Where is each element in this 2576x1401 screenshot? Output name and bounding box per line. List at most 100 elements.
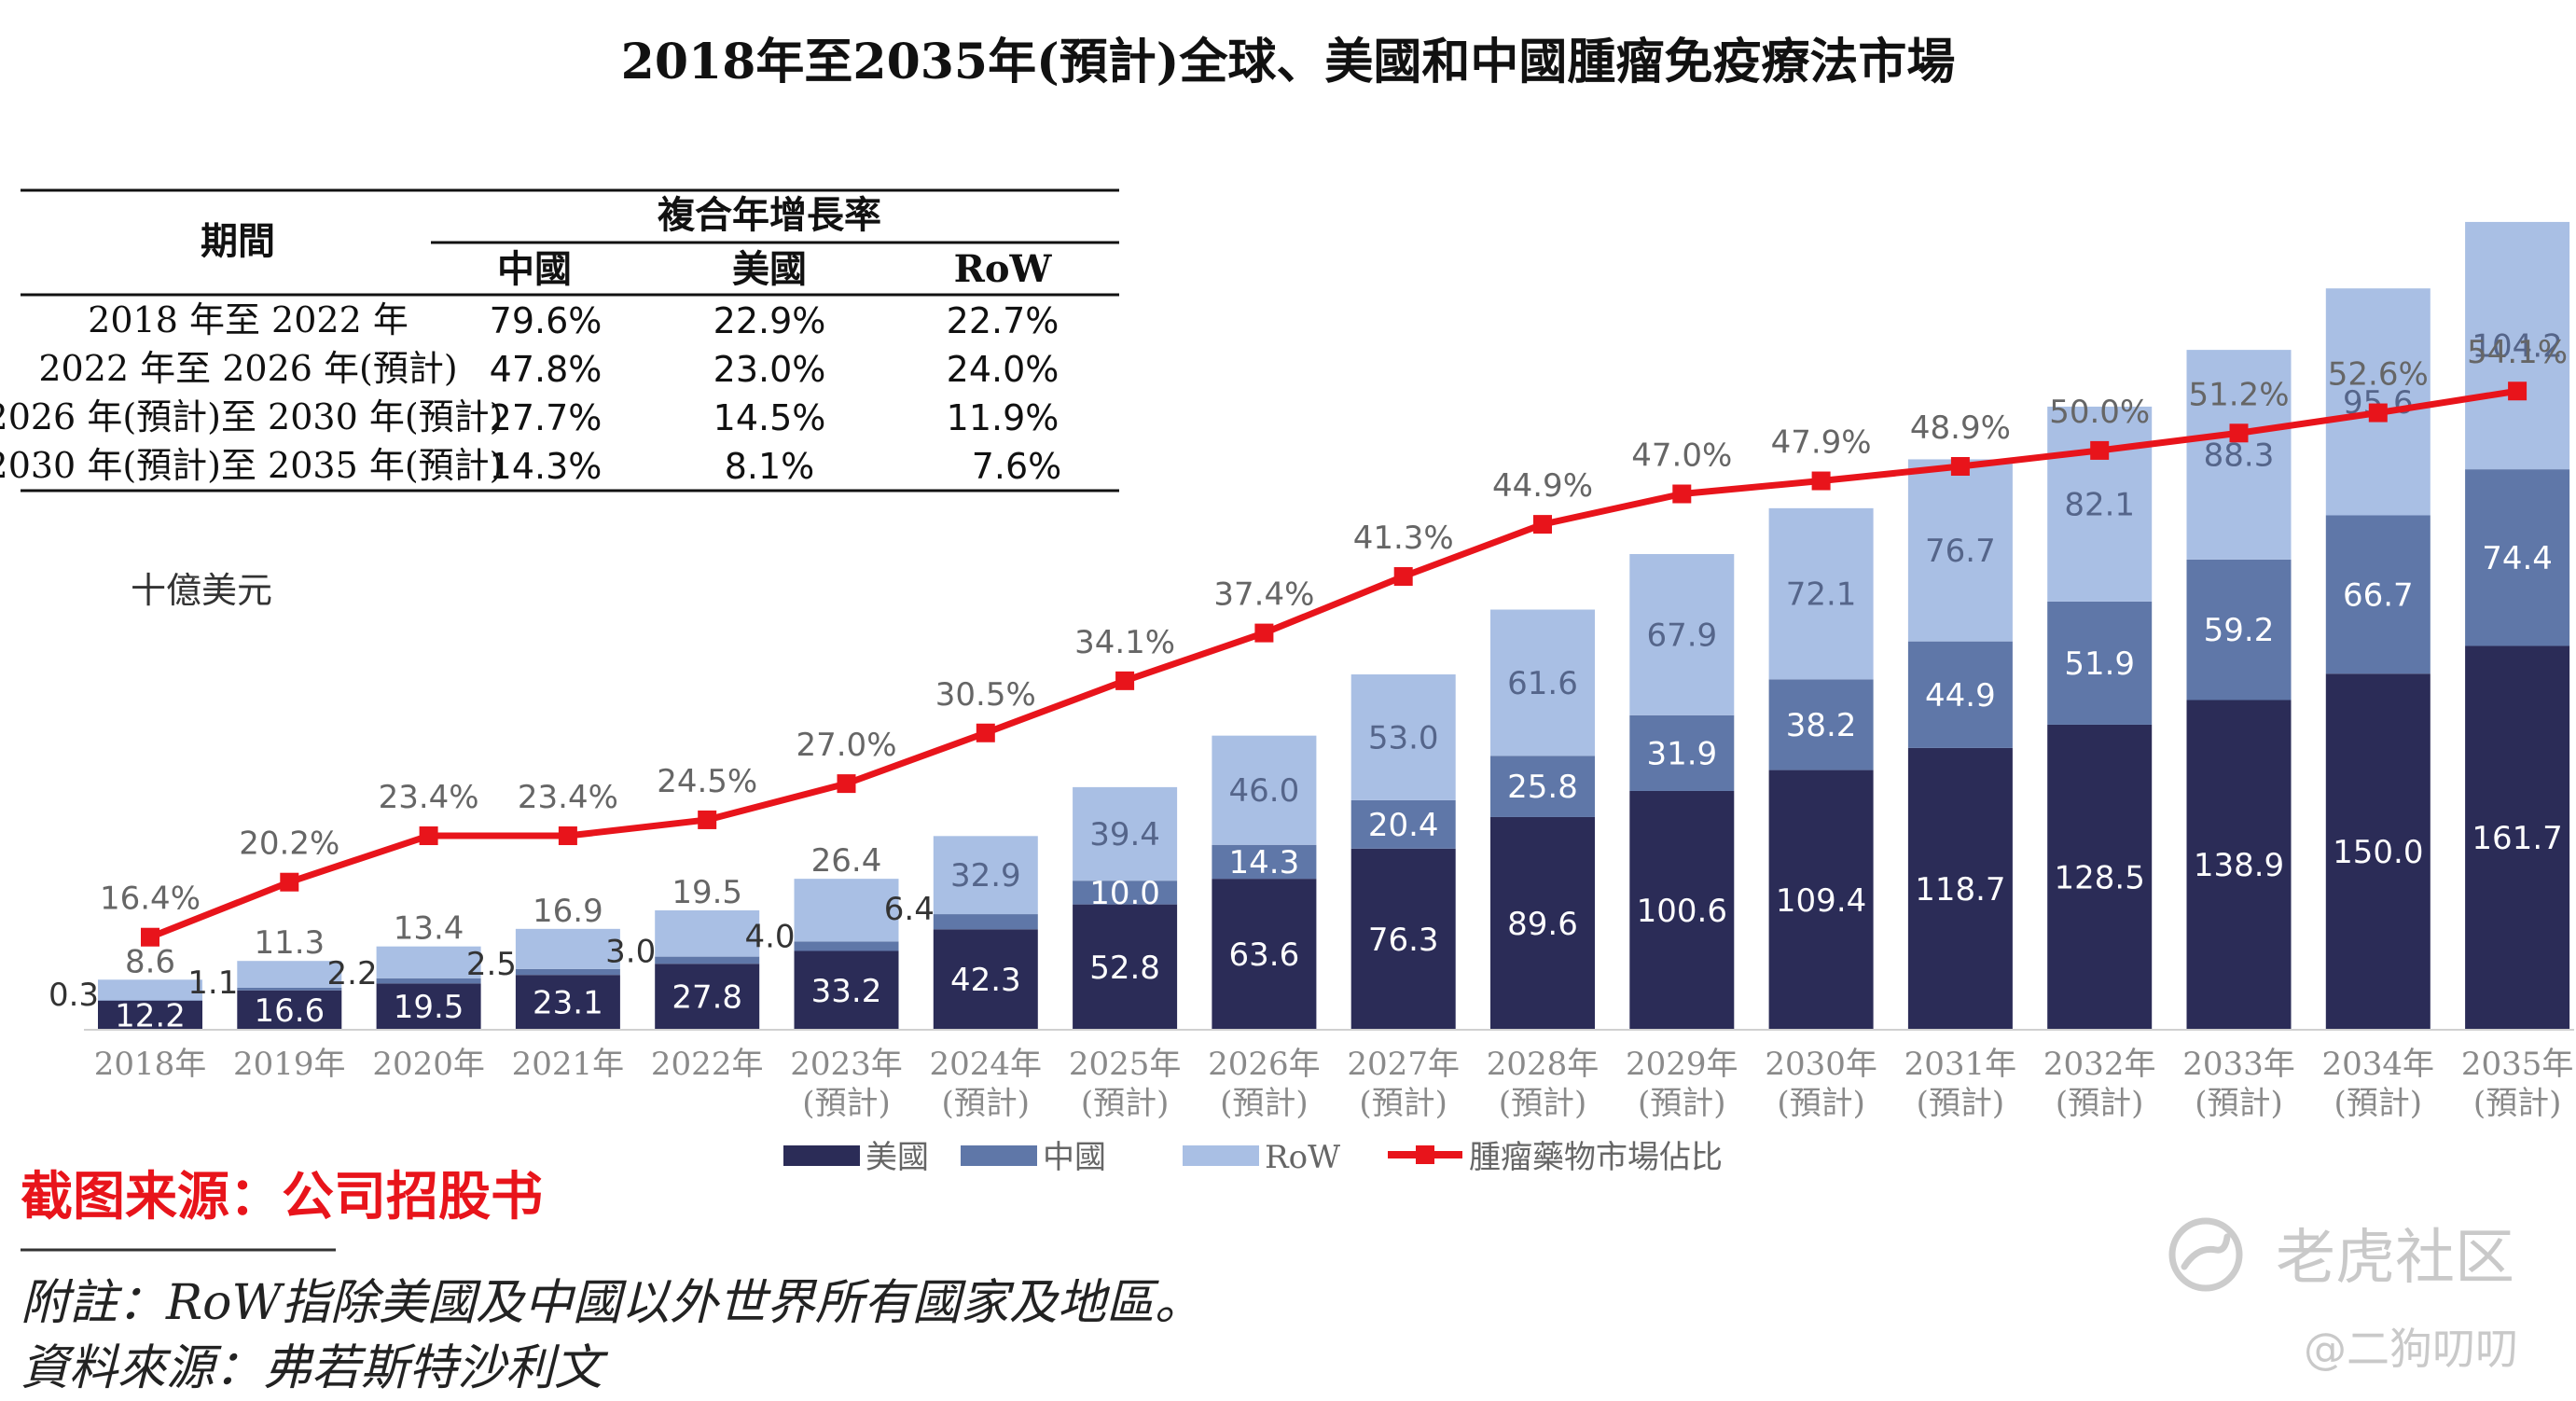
x-tick-label: 2021年	[512, 1046, 625, 1083]
bar-value-label: 61.6	[1507, 665, 1578, 702]
cagr-table: 期間 複合年增長率 中國 美國 RoW 2018 年至 2022 年 79.6%…	[0, 188, 1119, 492]
x-tick-label: 2033年	[2182, 1046, 2295, 1083]
bar-value-label: 8.6	[125, 943, 175, 980]
bar-value-label: 89.6	[1507, 906, 1578, 943]
bar-value-label: 109.4	[1776, 882, 1866, 920]
table-cell: 47.8%	[490, 349, 602, 390]
bar-segment-china	[2186, 559, 2292, 700]
bar-segment-row	[237, 961, 342, 988]
bar-segment-us	[1629, 790, 1735, 1030]
table-row-period: 2030 年(預計)至 2035 年(預計)	[0, 445, 503, 486]
x-tick-label: 2035年	[2461, 1046, 2574, 1083]
market-share-label: 24.5%	[657, 763, 757, 800]
bar-value-label: 12.2	[115, 997, 186, 1034]
bar-value-label: 63.6	[1229, 936, 1300, 974]
bar-segment-us	[1212, 879, 1317, 1030]
bar-segment-china	[794, 941, 899, 951]
tiger-logo-icon	[2168, 1217, 2243, 1292]
bar-value-label: 32.9	[950, 857, 1021, 895]
bar-segment-row	[1768, 507, 1874, 680]
data-source-note: 資料來源：弗若斯特沙利文	[21, 1340, 609, 1396]
bar-value-label: 150.0	[2333, 834, 2423, 871]
legend-swatch-china	[961, 1145, 1037, 1166]
bar-segment-us	[2047, 724, 2153, 1030]
table-row-period: 2022 年至 2026 年(預計)	[38, 348, 457, 389]
x-tick-label: 2032年	[2043, 1046, 2156, 1083]
x-tick-sublabel: (預計)	[2195, 1085, 2283, 1122]
market-share-label: 50.0%	[2049, 394, 2150, 431]
bar-segment-row	[655, 909, 760, 957]
market-share-point	[1950, 457, 1970, 477]
watermark-brand: 老虎社区	[2276, 1224, 2514, 1293]
bar-value-label: 2.2	[327, 955, 378, 992]
bar-segment-row	[2325, 288, 2431, 516]
market-share-line	[148, 387, 2518, 940]
table-cell: 22.7%	[947, 300, 1059, 341]
bar-segment-china	[237, 987, 342, 991]
table-cell: 24.0%	[947, 349, 1059, 390]
bar-segment-china	[1350, 799, 1456, 849]
bar-value-label: 100.6	[1637, 893, 1727, 930]
bar-segment-us	[1073, 904, 1178, 1030]
table-cell: 22.9%	[713, 300, 826, 341]
market-share-point	[2090, 440, 2110, 460]
bar-value-label: 19.5	[672, 874, 742, 911]
x-tick-sublabel: (預計)	[2056, 1085, 2144, 1122]
x-tick-sublabel: (預計)	[802, 1085, 891, 1122]
bar-segment-row	[2047, 406, 2153, 602]
x-tick-sublabel: (預計)	[2334, 1085, 2423, 1122]
market-share-point	[1672, 484, 1692, 504]
x-tick-label: 2026年	[1208, 1046, 1321, 1083]
market-share-point	[1533, 515, 1552, 534]
bar-value-label: 161.7	[2472, 820, 2562, 857]
x-tick-label: 2027年	[1347, 1046, 1460, 1083]
bar-segment-china	[1907, 641, 2013, 748]
bar-segment-row	[515, 928, 620, 969]
bar-value-label: 1.1	[187, 964, 238, 1002]
legend-label-china: 中國	[1043, 1139, 1106, 1176]
x-tick-sublabel: (預計)	[1638, 1085, 1726, 1122]
bar-value-label: 39.4	[1089, 816, 1160, 853]
unit-label: 十億美元	[131, 570, 272, 611]
bar-value-label: 27.8	[672, 979, 742, 1017]
table-cagr-header: 複合年增長率	[658, 193, 881, 237]
table-period-header: 期間	[201, 219, 275, 263]
market-share-label: 37.4%	[1213, 576, 1314, 614]
bar-segment-us	[1490, 816, 1595, 1030]
bar-segment-us	[2186, 700, 2292, 1030]
bar-value-label: 44.9	[1925, 677, 1996, 714]
bar-value-label: 66.7	[2343, 576, 2414, 614]
legend-swatch-row	[1183, 1145, 1259, 1166]
x-tick-label: 2018年	[94, 1046, 207, 1083]
bar-value-label: 76.3	[1368, 922, 1439, 959]
bar-segment-row	[1350, 674, 1456, 800]
watermark: 老虎社区 @二狗叨叨	[2168, 1217, 2518, 1374]
bar-value-label: 51.9	[2064, 645, 2135, 683]
bar-value-label: 138.9	[2194, 847, 2284, 884]
bar-segment-us	[98, 1000, 202, 1030]
market-share-point	[419, 826, 438, 846]
bar-segment-us	[794, 950, 899, 1030]
bar-value-label: 31.9	[1646, 735, 1717, 772]
table-cell: 14.5%	[713, 397, 826, 438]
bar-value-label: 104.2	[2472, 328, 2562, 366]
table-cell: 11.9%	[947, 397, 1059, 438]
bar-segment-china	[1490, 756, 1595, 817]
market-share-point	[1393, 567, 1413, 587]
bar-value-label: 82.1	[2064, 486, 2135, 523]
bar-value-label: 128.5	[2055, 859, 2145, 896]
x-tick-sublabel: (預計)	[1081, 1085, 1170, 1122]
x-tick-label: 2022年	[651, 1046, 764, 1083]
bar-value-label: 46.0	[1229, 772, 1300, 810]
market-share-point	[280, 872, 299, 892]
x-tick-label: 2028年	[1487, 1046, 1600, 1083]
x-tick-sublabel: (預計)	[1777, 1085, 1865, 1122]
screenshot-source-label: 截图来源：公司招股书	[21, 1167, 543, 1228]
bar-value-label: 4.0	[744, 918, 795, 955]
x-tick-sublabel: (預計)	[1499, 1085, 1587, 1122]
bar-segment-china	[1768, 679, 1874, 770]
bar-segment-us	[376, 983, 481, 1030]
table-row-period: 2018 年至 2022 年	[88, 299, 409, 340]
market-share-label: 23.4%	[518, 779, 618, 816]
market-share-label: 48.9%	[1910, 409, 2011, 447]
